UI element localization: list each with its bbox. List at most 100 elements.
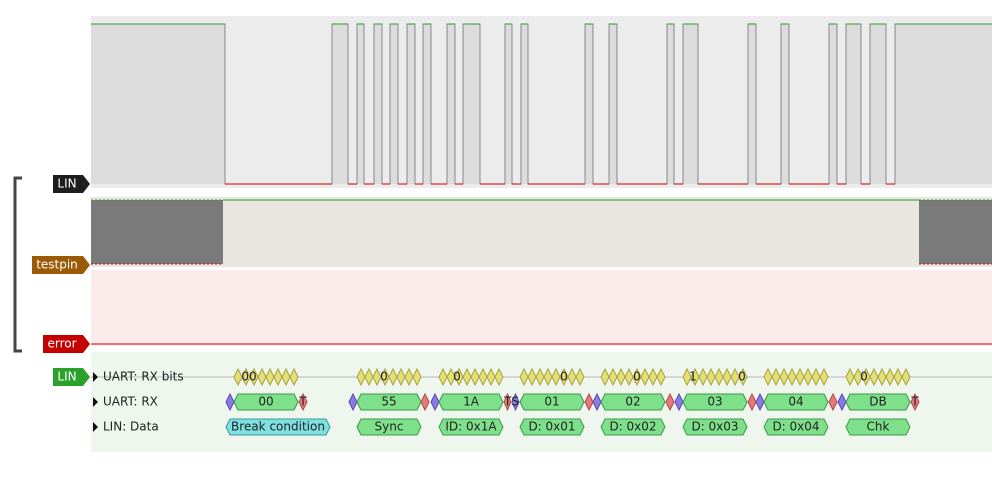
rx-label: TS: [503, 395, 519, 409]
lin-label: Chk: [867, 420, 890, 434]
lin-annotation: [682, 418, 748, 436]
lin-waveform: [91, 23, 992, 185]
bit-label: 0: [453, 370, 461, 384]
lin-annotation: [600, 418, 666, 436]
high-fill: [829, 24, 837, 184]
row-label: UART: RX: [103, 395, 158, 409]
row-label: UART: RX bits: [103, 370, 184, 384]
stop-bit: [828, 392, 838, 412]
high-fill: [521, 24, 528, 184]
noise: [919, 200, 992, 264]
high-fill: [332, 24, 348, 184]
bit-annotation: [494, 367, 504, 387]
decoder-badge[interactable]: LIN: [53, 368, 90, 386]
trace-bg: [91, 270, 992, 346]
rx-label: 1A: [463, 395, 480, 409]
rx-annotation: [600, 393, 666, 411]
high-fill: [870, 24, 886, 184]
decoder-label: LIN: [57, 370, 76, 384]
high-fill: [374, 24, 382, 184]
bit-label: 0: [738, 370, 746, 384]
high-fill: [846, 24, 861, 184]
expand-arrow[interactable]: [93, 397, 98, 407]
high-fill: [895, 24, 992, 184]
high-fill: [667, 24, 674, 184]
rx-label: 04: [788, 395, 803, 409]
lin-label: D: 0x02: [609, 420, 656, 434]
stop-bit: [584, 392, 594, 412]
bit-label: 0: [380, 370, 388, 384]
bit-annotation: [901, 367, 911, 387]
lin-annotation: [356, 418, 422, 436]
expand-arrow[interactable]: [93, 372, 98, 382]
rx-label: 01: [544, 395, 559, 409]
high-fill: [781, 24, 789, 184]
lin-label: Sync: [375, 420, 404, 434]
lin-label: D: 0x03: [691, 420, 738, 434]
rx-annotation: [682, 393, 748, 411]
high-fill: [390, 24, 398, 184]
bit-label: 0: [633, 370, 641, 384]
rx-label: T: [910, 395, 919, 409]
bit-annotation: [575, 367, 585, 387]
high-fill: [683, 24, 698, 184]
rx-annotation: [356, 393, 422, 411]
rx-label: 02: [625, 395, 640, 409]
rx-label: 55: [381, 395, 396, 409]
rx-annotation: [763, 393, 829, 411]
rx-annotation: [438, 393, 504, 411]
rx-annotation: [910, 392, 920, 412]
high-fill: [407, 24, 415, 184]
bit-label: 0: [560, 370, 568, 384]
rx-annotation: [845, 393, 911, 411]
rx-annotation: [298, 392, 308, 412]
lin-annotation: [845, 418, 911, 436]
trace-bg: [91, 16, 992, 188]
trace-bg: [91, 197, 992, 267]
rx-label: DB: [869, 395, 886, 409]
bit-label: 0: [860, 370, 868, 384]
channel-badge[interactable]: testpin: [32, 256, 90, 274]
high-fill: [447, 24, 455, 184]
bit-annotation: [738, 367, 748, 387]
row-label: LIN: Data: [103, 420, 159, 434]
high-fill: [91, 24, 225, 184]
high-fill: [748, 24, 756, 184]
channel-label: LIN: [57, 177, 76, 191]
channel-badge[interactable]: LIN: [53, 175, 90, 193]
bit-label: 1: [689, 370, 697, 384]
start-bit: [511, 392, 520, 412]
stop-bit: [747, 392, 757, 412]
bit-annotation: [289, 367, 299, 387]
group-bracket: [13, 176, 22, 353]
noise: [91, 200, 223, 264]
high-fill: [463, 24, 480, 184]
high-fill: [357, 24, 364, 184]
high-fill: [609, 24, 617, 184]
rx-label: 03: [707, 395, 722, 409]
high-fill: [505, 24, 512, 184]
lin-annotation: [438, 418, 504, 436]
lin-annotation: [763, 418, 829, 436]
bit-annotation: [656, 367, 666, 387]
lin-annotation: [519, 418, 585, 436]
lin-label: D: 0x04: [772, 420, 819, 434]
lin-label: ID: 0x1A: [445, 420, 497, 434]
lin-label: Break condition: [231, 420, 325, 434]
bit-annotation: [819, 367, 829, 387]
stop-bit: [503, 392, 512, 412]
rx-annotation: [519, 393, 585, 411]
channel-label: error: [47, 337, 76, 351]
channel-label: testpin: [36, 258, 78, 272]
channel-badge[interactable]: error: [43, 335, 90, 353]
rx-label: 00: [258, 395, 273, 409]
expand-arrow[interactable]: [93, 422, 98, 432]
rx-annotation: [233, 393, 299, 411]
stop-bit: [665, 392, 675, 412]
rx-label: T: [298, 395, 307, 409]
high-fill: [585, 24, 593, 184]
high-fill: [423, 24, 431, 184]
bit-annotation: [412, 367, 422, 387]
